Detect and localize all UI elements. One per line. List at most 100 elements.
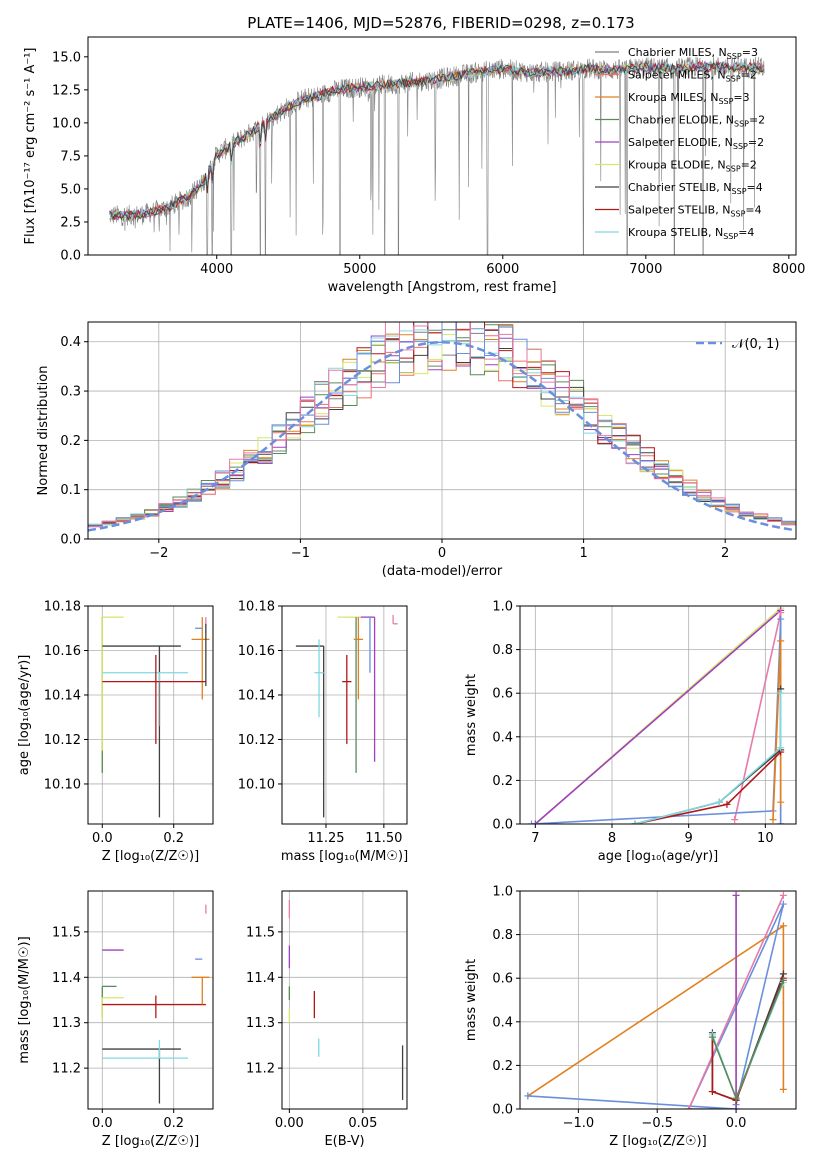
x-tick-label: 0.2 — [163, 1116, 184, 1131]
plus-marker — [779, 976, 787, 984]
legend-count: =3 — [733, 91, 749, 104]
plus-marker — [732, 1094, 740, 1102]
axes-frame — [281, 605, 408, 825]
errorbar-point — [102, 1048, 181, 1104]
legend-subscript: SSP — [726, 165, 741, 174]
y-axis-label: Normed distribution — [36, 366, 51, 496]
legend-count: =2 — [749, 114, 765, 127]
mass-weight-line — [534, 609, 782, 824]
y-tick-label: 0.3 — [60, 385, 81, 400]
plus-marker — [779, 922, 787, 930]
plus-marker — [777, 609, 785, 617]
plus-marker — [769, 816, 777, 824]
errorbar-point — [342, 654, 352, 744]
x-tick-label: 2 — [721, 546, 729, 561]
plus-marker — [723, 800, 731, 808]
y-tick-label: 10.14 — [238, 688, 275, 703]
x-axis-label: Z [log₁₀(Z/Z☉)] — [102, 849, 199, 864]
age-vs-Z-plot-area — [101, 616, 210, 818]
x-tick-label: 5000 — [343, 262, 376, 277]
massweight-vs-Z-plot-area — [524, 891, 787, 1109]
mass-weight-line — [772, 640, 782, 820]
y-tick-label: 0.0 — [60, 249, 81, 264]
legend-subscript: SSP — [723, 232, 738, 241]
spectrum-panel: 4000 5000 6000 7000 8000 0.0 2.5 5.0 7.5 10.0 12.5… — [23, 36, 805, 295]
errorbar-point — [360, 616, 376, 762]
y-tick-label: 11.2 — [52, 1062, 81, 1077]
errorbar-point — [353, 617, 364, 700]
errorbar-point — [191, 976, 210, 1005]
legend-count: =2 — [741, 159, 757, 172]
x-tick-label: 0.2 — [163, 831, 184, 846]
residual-histogram-panel: −2 −1 0 1 2 0.0 0.1 0.2 0.3 0.4 (data-model)/error… — [36, 321, 797, 579]
model-spectrum-line — [109, 61, 764, 222]
y-tick-label: 0.0 — [492, 1103, 513, 1118]
x-tick-label: 0.0 — [92, 831, 113, 846]
y-tick-label: 10.16 — [238, 644, 275, 659]
mass-weight-line — [711, 973, 785, 1102]
y-tick-label: 10.12 — [44, 733, 81, 748]
mass-weight-line — [711, 977, 785, 1102]
axes-frame — [87, 36, 797, 256]
y-tick-label: 10.18 — [44, 600, 81, 615]
y-tick-label: 7.5 — [60, 149, 81, 164]
x-axis-label: (data-model)/error — [382, 564, 503, 579]
x-tick-label: 0.0 — [92, 1116, 113, 1131]
mass-weight-line — [634, 693, 782, 824]
mass-weight-line — [527, 924, 785, 1097]
massweight-vs-age-panel: 7 8 9 10 0.0 0.2 0.4 0.6 0.8 1.0 age [log₁₀(age/yr… — [464, 600, 797, 864]
y-tick-label: 0.2 — [492, 774, 513, 789]
legend-entry: Kroupa STELIB, NSSP=4 — [628, 226, 754, 241]
errorbar-point — [191, 617, 210, 700]
x-axis-label: E(B-V) — [324, 1134, 364, 1149]
axes-frame — [87, 890, 214, 1110]
plus-marker — [779, 891, 787, 899]
y-tick-label: 0.0 — [60, 533, 81, 548]
plus-marker — [708, 1033, 716, 1041]
y-tick-label: 11.3 — [52, 1016, 81, 1031]
errorbar-point — [102, 1039, 188, 1059]
x-tick-label: 0 — [438, 546, 446, 561]
y-tick-label: 11.5 — [52, 925, 81, 940]
plus-marker — [631, 820, 639, 824]
x-tick-label: 10 — [757, 831, 774, 846]
mass-weight-line — [634, 751, 782, 824]
x-axis-label: wavelength [Angstrom, rest frame] — [328, 280, 557, 295]
x-tick-label: 9 — [685, 831, 693, 846]
y-tick-label: 12.5 — [52, 83, 81, 98]
y-axis-label: mass [log₁₀(M/M☉)] — [17, 936, 32, 1063]
x-tick-label: 1 — [579, 546, 587, 561]
mass-vs-Z-plot-area — [101, 904, 210, 1104]
x-tick-label: 6000 — [486, 262, 519, 277]
errorbar-point — [102, 645, 181, 818]
plus-marker — [731, 816, 739, 824]
y-tick-label: 0.4 — [60, 335, 81, 350]
residual-histogram-plot-area — [88, 322, 796, 532]
legend-count: =2 — [748, 136, 764, 149]
errorbar-point — [102, 654, 206, 744]
y-tick-label: 11.3 — [246, 1016, 275, 1031]
legend-entry: 𝒩(0, 1) — [732, 337, 779, 352]
plus-marker — [708, 1088, 716, 1096]
mass-vs-Z-panel: 0.0 0.2 11.2 11.3 11.4 11.5 Z [log₁₀(Z/Z☉)] mas… — [17, 890, 214, 1149]
y-tick-label: 10.16 — [44, 644, 81, 659]
y-tick-label: 0.8 — [492, 643, 513, 658]
legend-subscript: SSP — [732, 187, 747, 196]
axes-frame — [281, 890, 408, 1110]
y-axis-label: mass weight — [464, 674, 479, 756]
legend-subscript: SSP — [730, 210, 745, 219]
plus-marker — [715, 798, 723, 806]
x-tick-label: 11.50 — [365, 831, 402, 846]
massweight-vs-Z-panel: −1.0 −0.5 0.0 0.0 0.2 0.4 0.6 0.8 1.0 Z [log₁₀(Z/… — [464, 885, 797, 1149]
x-tick-label: 0.05 — [348, 1116, 377, 1131]
ebv-panel: 0.00 0.05 11.2 11.3 11.4 11.5 E(B-V) — [246, 890, 408, 1149]
x-tick-label: −1.0 — [563, 1116, 595, 1131]
x-axis-label: age [log₁₀(age/yr)] — [598, 849, 719, 864]
plus-marker — [777, 689, 785, 697]
plus-marker — [777, 637, 785, 645]
ebv-plot-area — [288, 900, 404, 1100]
y-tick-label: 0.6 — [492, 972, 513, 987]
x-axis-label: mass [log₁₀(M/M☉)] — [281, 849, 408, 864]
plus-marker — [531, 820, 539, 824]
legend-subscript: SSP — [727, 52, 742, 61]
